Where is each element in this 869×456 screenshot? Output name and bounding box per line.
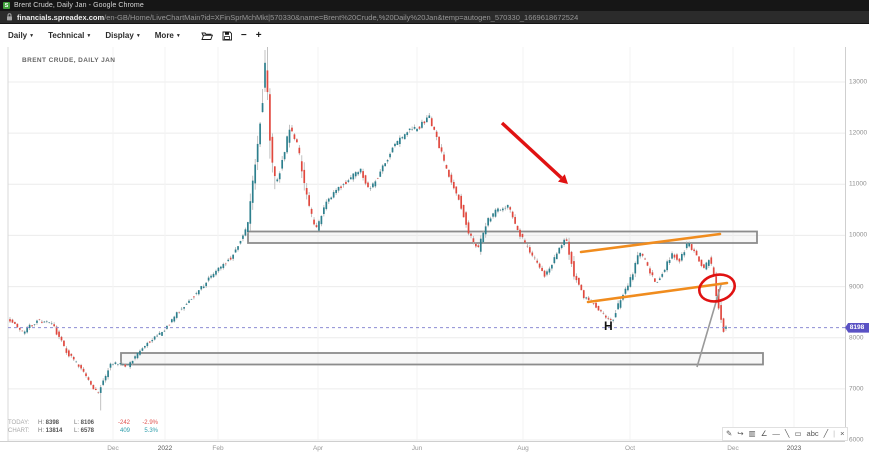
- elbow-arrow-icon[interactable]: ↪: [737, 429, 744, 438]
- window-title: Brent Crude, Daily Jan - Google Chrome: [14, 2, 144, 9]
- legend-today-change: -242: [117, 420, 130, 426]
- legend-chart-change: 409: [119, 428, 130, 434]
- zoom-in-button[interactable]: +: [255, 29, 262, 41]
- columns-icon[interactable]: ▥: [748, 429, 756, 438]
- price-tick-label: 8000: [849, 334, 864, 342]
- legend-chart-high: H: 13814: [38, 428, 63, 434]
- zoom-out-button[interactable]: −: [240, 29, 247, 41]
- price-tick-label: 6000: [849, 436, 864, 444]
- draw-pencil-icon[interactable]: ✎: [726, 429, 733, 438]
- url-path: /en-GB/Home/LiveChartMain?id=XFinSprMchM…: [104, 12, 579, 22]
- legend-row-chart: CHART: H: 13814 L: 6578 409 5.3%: [8, 427, 158, 435]
- legend-row-today: TODAY: H: 8398 L: 8106 -242 -2.9%: [8, 419, 158, 427]
- time-tick-label: Feb: [212, 445, 224, 452]
- price-tick-label: 9000: [849, 283, 864, 291]
- save-icon[interactable]: [222, 31, 232, 41]
- h-marker: H: [604, 319, 613, 333]
- site-favicon: S: [3, 2, 10, 9]
- menu-display[interactable]: Display ▼: [105, 31, 140, 40]
- legend-today-label: TODAY:: [8, 420, 30, 426]
- time-tick-label: Dec: [727, 445, 739, 452]
- fan-lines-icon[interactable]: ∠: [760, 429, 768, 438]
- ohlc-legend: TODAY: H: 8398 L: 8106 -242 -2.9% CHART:…: [8, 419, 158, 435]
- chart-plot-area[interactable]: H: [0, 47, 845, 441]
- legend-chart-label: CHART:: [8, 428, 30, 434]
- chevron-down-icon: ▼: [175, 32, 181, 39]
- legend-today-change-pct: -2.9%: [142, 420, 158, 426]
- price-tick-label: 11000: [849, 180, 867, 188]
- time-tick-label: 2022: [157, 445, 173, 452]
- time-tick-label: 2023: [786, 445, 802, 452]
- chart-menubar: Daily ▼ Technical ▼ Display ▼ More ▼: [0, 24, 869, 47]
- menu-technical-label: Technical: [48, 31, 85, 40]
- time-tick-label: Apr: [312, 445, 324, 452]
- current-price-badge: 8198: [845, 322, 869, 333]
- open-folder-icon[interactable]: [201, 31, 213, 41]
- menu-more-label: More: [154, 31, 174, 40]
- diagonal-line-icon[interactable]: ╱: [823, 429, 829, 438]
- chevron-down-icon: ▼: [29, 32, 35, 39]
- url-text[interactable]: financials.spreadex.com/en-GB/Home/LiveC…: [17, 13, 578, 22]
- horizontal-line-icon[interactable]: —: [772, 429, 780, 438]
- legend-chart-change-pct: 5.3%: [144, 428, 158, 434]
- trend-line-icon[interactable]: ╲: [784, 429, 790, 438]
- price-tick-label: 10000: [849, 231, 868, 239]
- menu-daily[interactable]: Daily ▼: [8, 31, 34, 40]
- price-tick-label: 7000: [849, 385, 864, 393]
- toolbar-separator: |: [833, 429, 836, 438]
- close-toolbar-icon[interactable]: ×: [840, 429, 845, 438]
- address-bar[interactable]: financials.spreadex.com/en-GB/Home/LiveC…: [0, 11, 869, 24]
- menu-technical[interactable]: Technical ▼: [48, 31, 91, 40]
- legend-today-low: L: 8106: [74, 420, 95, 426]
- rectangle-icon[interactable]: ▭: [794, 429, 802, 438]
- chevron-down-icon: ▼: [86, 32, 92, 39]
- menu-more[interactable]: More ▼: [155, 31, 181, 40]
- legend-chart-low: L: 6578: [74, 428, 95, 434]
- chevron-down-icon: ▼: [135, 32, 141, 39]
- url-domain: financials.spreadex.com: [17, 12, 105, 22]
- legend-today-high: H: 8398: [38, 420, 60, 426]
- time-tick-label: Oct: [624, 445, 636, 452]
- menu-daily-label: Daily: [8, 31, 28, 40]
- time-tick-label: Aug: [517, 445, 529, 452]
- lock-icon: [7, 13, 12, 21]
- menu-display-label: Display: [105, 31, 134, 40]
- window-titlebar: S Brent Crude, Daily Jan - Google Chrome: [0, 0, 869, 11]
- drawing-toolbar[interactable]: ✎ ↪ ▥ ∠ — ╲ ▭ abc ╱ | ×: [722, 427, 849, 441]
- price-axis[interactable]: 6000 7000 8000 9000 10000 11000 12000 13000: [845, 47, 869, 444]
- price-tick-label: 12000: [849, 129, 868, 137]
- time-tick-label: Jun: [411, 445, 423, 452]
- candlestick-chart: H: [7, 47, 845, 441]
- time-tick-label: Dec: [107, 445, 119, 452]
- chart-title: BRENT CRUDE, DAILY JAN: [22, 57, 116, 64]
- text-tool-icon[interactable]: abc: [806, 429, 819, 438]
- time-axis[interactable]: Dec 2022 Feb Apr Jun Aug Oct Dec 2023: [0, 441, 845, 456]
- price-tick-label: 13000: [849, 78, 868, 86]
